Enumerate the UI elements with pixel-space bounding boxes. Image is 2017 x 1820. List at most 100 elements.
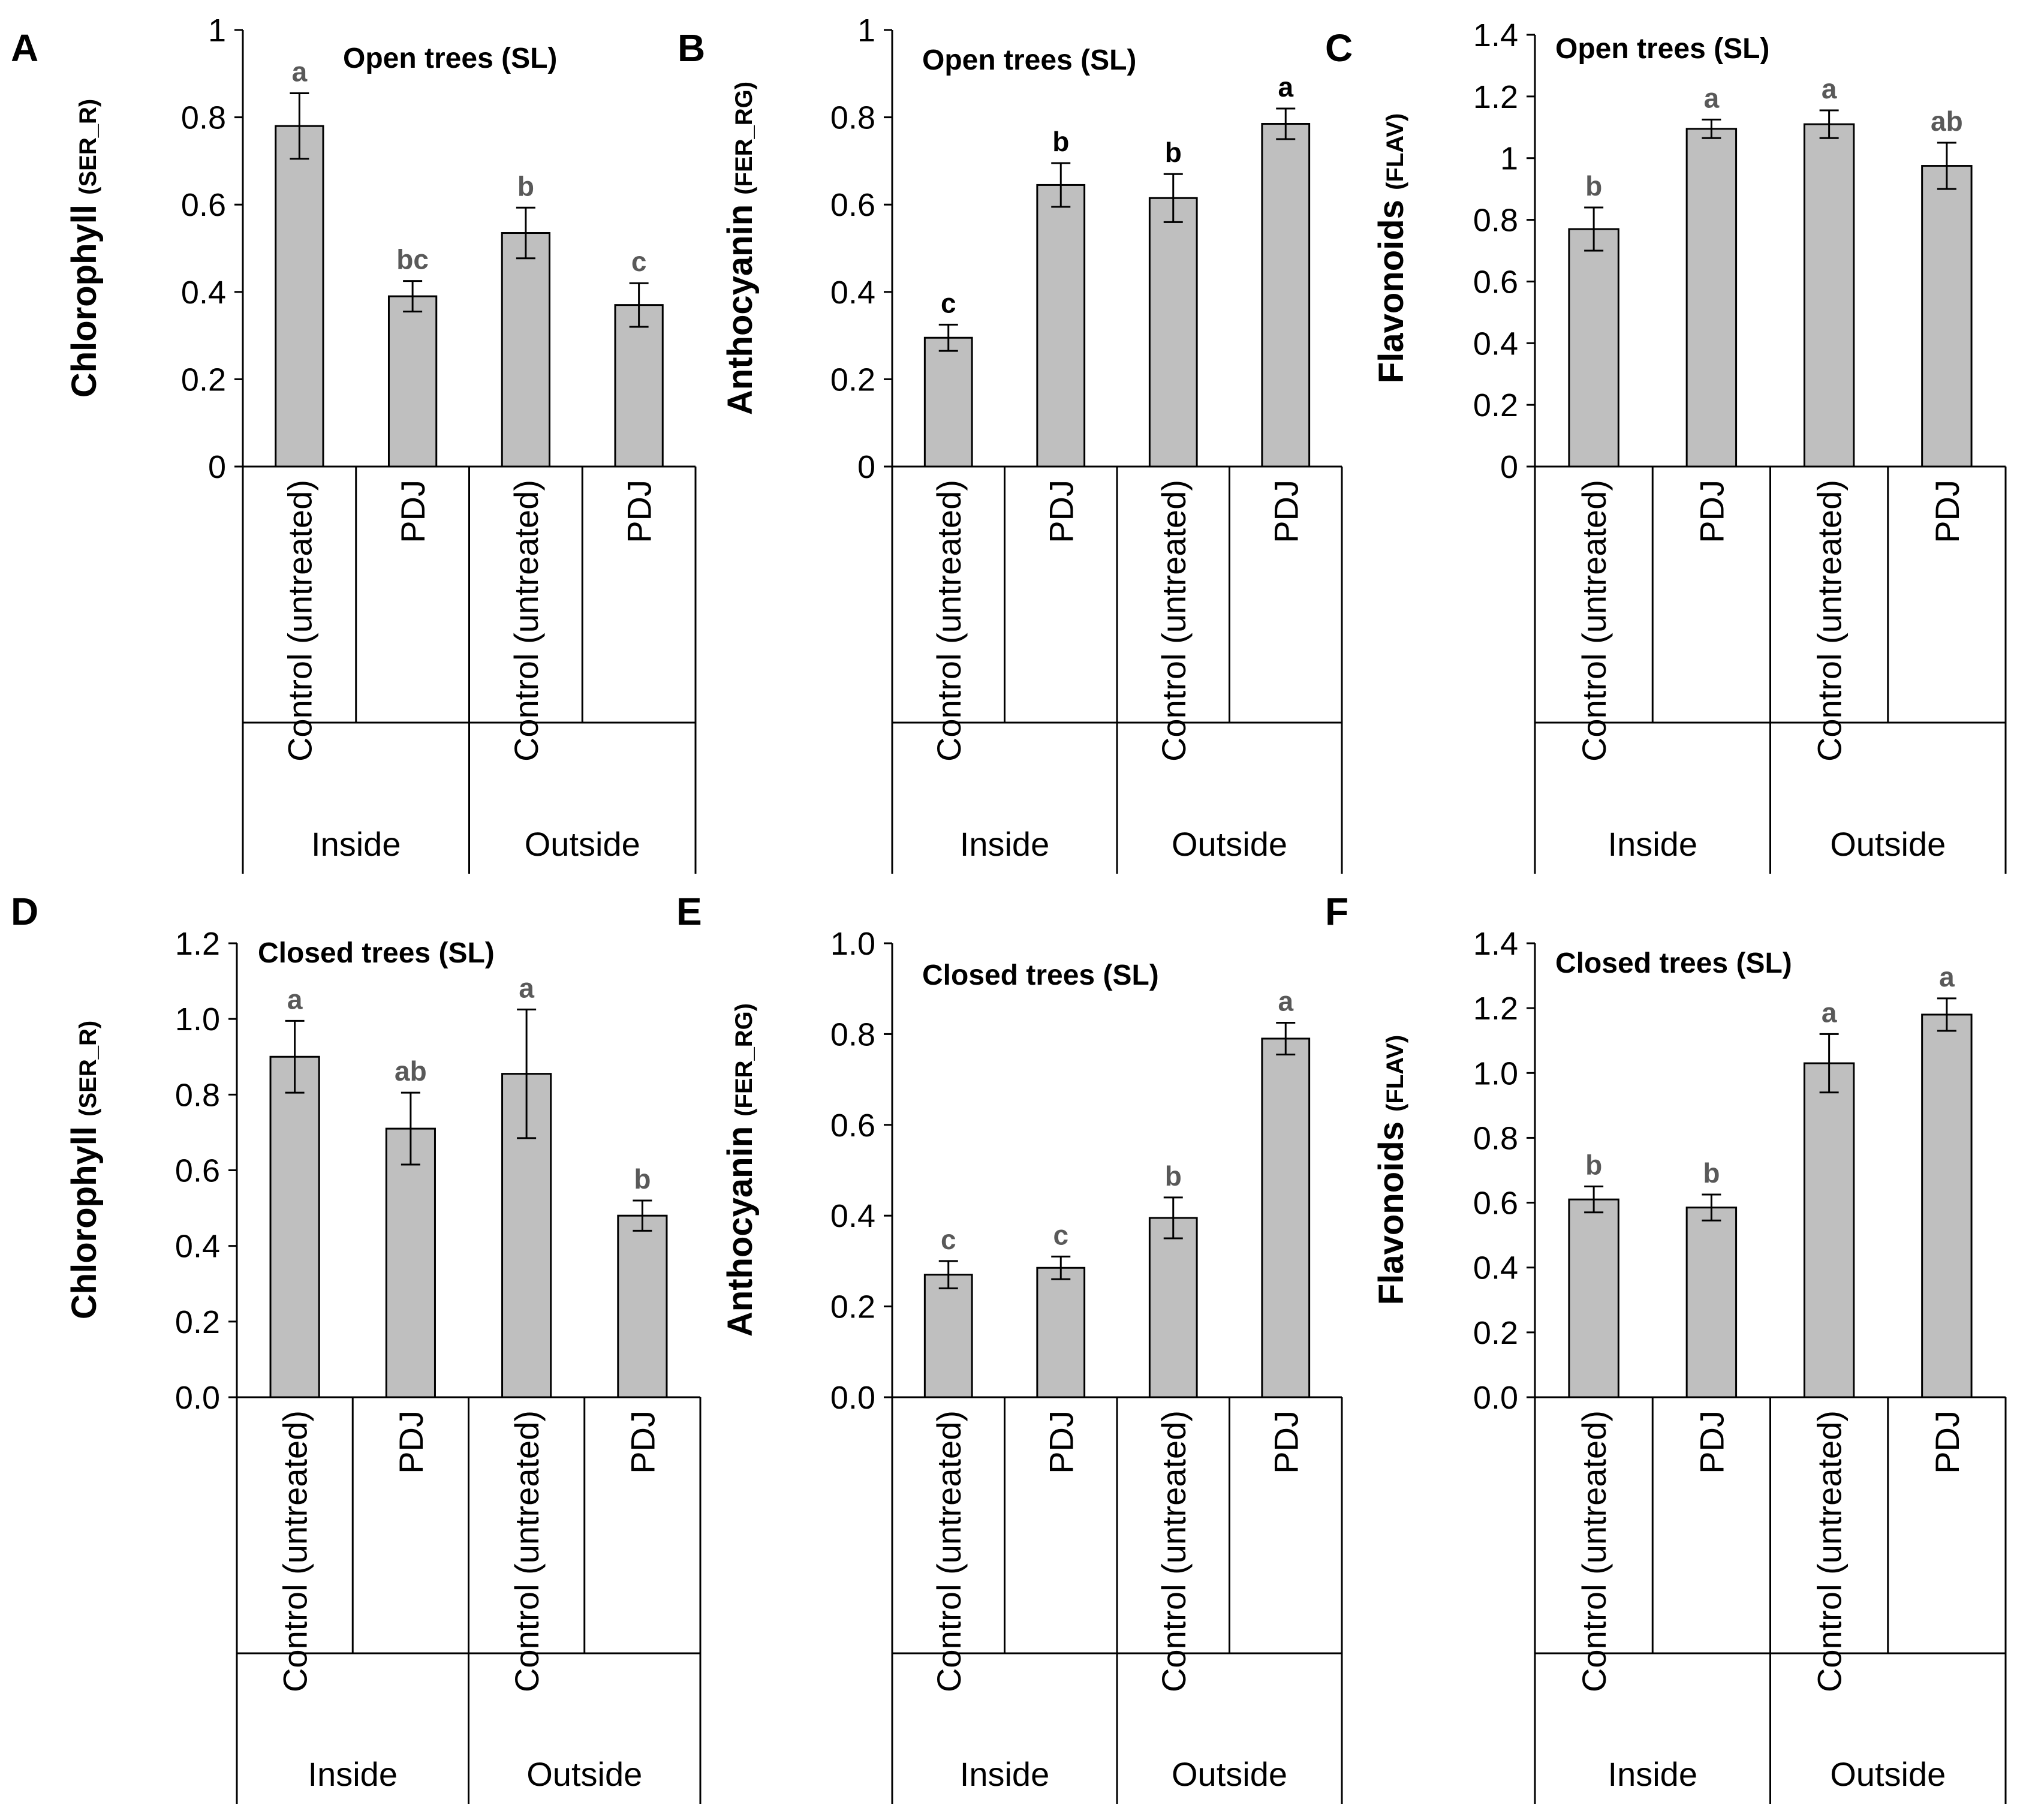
y-axis-label-main: Flavonoids <box>1372 190 1411 383</box>
category-label: Control (untreated) <box>930 480 968 762</box>
y-tick-label: 1 <box>857 13 875 49</box>
bar <box>923 1274 973 1398</box>
y-axis-label-main: Anthocyanin <box>721 195 760 415</box>
y-tick-label: 1.0 <box>830 926 875 962</box>
y-tick-label: 0.4 <box>1473 1250 1518 1286</box>
y-tick-label: 0 <box>208 449 226 485</box>
panel-letter: D <box>11 890 38 933</box>
category-label: Control (untreated) <box>1575 1410 1613 1692</box>
y-tick-label: 0.2 <box>1473 387 1518 423</box>
significance-letter: c <box>941 287 956 318</box>
panel-letter: F <box>1325 890 1348 933</box>
chart-title: Closed trees (SL) <box>1555 947 1792 979</box>
y-tick-label: 1.4 <box>1473 17 1518 53</box>
y-axis-label-main: Chlorophyll <box>65 1117 104 1319</box>
significance-letter: b <box>1052 126 1069 157</box>
significance-letter: a <box>1278 71 1293 103</box>
significance-letter: b <box>634 1163 651 1195</box>
bar <box>1148 197 1198 468</box>
panel-letter: E <box>676 890 702 933</box>
panel-letter: C <box>1325 26 1353 70</box>
y-tick-label: 0.8 <box>181 100 226 136</box>
significance-letter: c <box>631 246 647 277</box>
bar <box>1803 1062 1855 1398</box>
chart-panel-d: D 0.0 0.2 0.4 0.6 0.8 1.0 1.2 Chlorophyll (SER_R… <box>11 890 702 1804</box>
bar <box>1568 1198 1619 1398</box>
y-tick-label: 0.4 <box>175 1229 220 1265</box>
y-tick-label: 1 <box>1500 141 1518 177</box>
group-label: Inside <box>1608 825 1697 863</box>
bar <box>1036 183 1086 468</box>
y-axis-label: Flavonoids (FLAV) <box>1372 113 1411 383</box>
bar <box>385 1127 436 1398</box>
bar <box>1685 1207 1738 1398</box>
significance-letter: c <box>941 1224 956 1255</box>
y-tick-label: 0.2 <box>175 1304 220 1340</box>
y-axis-label-main: Flavonoids <box>1372 1112 1411 1305</box>
group-label: Outside <box>1172 1755 1287 1793</box>
significance-letter: a <box>1278 985 1293 1016</box>
panel-letter: B <box>678 26 705 70</box>
y-tick-label: 0.8 <box>1473 203 1518 239</box>
y-tick-label: 0.4 <box>181 275 226 311</box>
bar <box>617 1214 668 1398</box>
y-tick-label: 0.6 <box>830 1108 875 1144</box>
y-axis-label: Chlorophyll (SER_R) <box>65 99 104 398</box>
bar <box>923 336 973 468</box>
significance-letter: b <box>1585 170 1602 201</box>
y-tick-label: 0.4 <box>830 1198 875 1234</box>
y-tick-label: 0.0 <box>1473 1380 1518 1416</box>
chart-title: Closed trees (SL) <box>258 937 495 969</box>
y-axis-label-unit: (FLAV) <box>1382 113 1408 190</box>
group-label: Inside <box>308 1755 398 1793</box>
category-label: PDJ <box>1042 480 1080 543</box>
category-label: PDJ <box>1928 480 1966 543</box>
category-label: PDJ <box>1267 1410 1305 1474</box>
y-tick-label: 0.4 <box>1473 326 1518 362</box>
category-label: PDJ <box>1267 480 1305 543</box>
y-axis-label: Chlorophyll (SER_R) <box>65 1021 104 1319</box>
category-label: PDJ <box>392 1410 430 1474</box>
significance-letter: a <box>1939 961 1955 992</box>
y-axis-label: Anthocyanin (FER_RG) <box>721 1003 760 1337</box>
chart-title: Closed trees (SL) <box>922 959 1159 991</box>
chart-panel-c: C 0 0.2 0.4 0.6 0.8 1 1.2 1.4 Flavonoids (FLAV) Op… <box>1325 17 2007 874</box>
y-axis-label-unit: (FLAV) <box>1382 1035 1408 1112</box>
category-label: PDJ <box>1928 1410 1966 1474</box>
bar <box>269 1055 320 1398</box>
y-tick-label: 0.6 <box>181 187 226 223</box>
y-tick-label: 0.2 <box>1473 1315 1518 1351</box>
bar <box>387 295 438 468</box>
group-label: Inside <box>311 825 401 863</box>
significance-letter: a <box>1822 997 1837 1028</box>
y-tick-label: 1.0 <box>1473 1055 1518 1091</box>
bar <box>1921 165 1973 468</box>
significance-letter: b <box>1703 1157 1720 1189</box>
bar <box>1803 123 1855 468</box>
significance-letter: b <box>1585 1150 1602 1181</box>
y-tick-label: 1.2 <box>175 926 220 962</box>
significance-letter: ab <box>1931 106 1963 137</box>
significance-letter: a <box>1704 82 1720 113</box>
y-axis-label: Flavonoids (FLAV) <box>1372 1035 1411 1305</box>
y-tick-label: 0.8 <box>830 100 875 136</box>
y-axis-label-unit: (FER_RG) <box>731 82 757 195</box>
y-tick-label: 1.2 <box>1473 991 1518 1027</box>
category-label: PDJ <box>394 480 432 543</box>
category-label: PDJ <box>624 1410 661 1474</box>
bar <box>275 125 324 468</box>
chart-panel-e: E 0.0 0.2 0.4 0.6 0.8 1.0 Anthocyanin (FER_RG) C… <box>676 890 1343 1804</box>
significance-letter: a <box>1822 73 1837 104</box>
y-tick-label: 1.0 <box>175 1001 220 1037</box>
bar <box>1261 1037 1311 1398</box>
y-axis-label: Anthocyanin (FER_RG) <box>721 82 760 415</box>
y-tick-label: 1.4 <box>1473 926 1518 962</box>
category-label: PDJ <box>1042 1410 1080 1474</box>
category-label: Control (untreated) <box>930 1410 968 1692</box>
y-tick-label: 1 <box>208 13 226 49</box>
bar <box>501 232 551 468</box>
y-tick-label: 0.0 <box>830 1380 875 1416</box>
group-label: Inside <box>1608 1755 1697 1793</box>
bar <box>1568 228 1619 468</box>
y-tick-label: 0.8 <box>830 1016 875 1052</box>
